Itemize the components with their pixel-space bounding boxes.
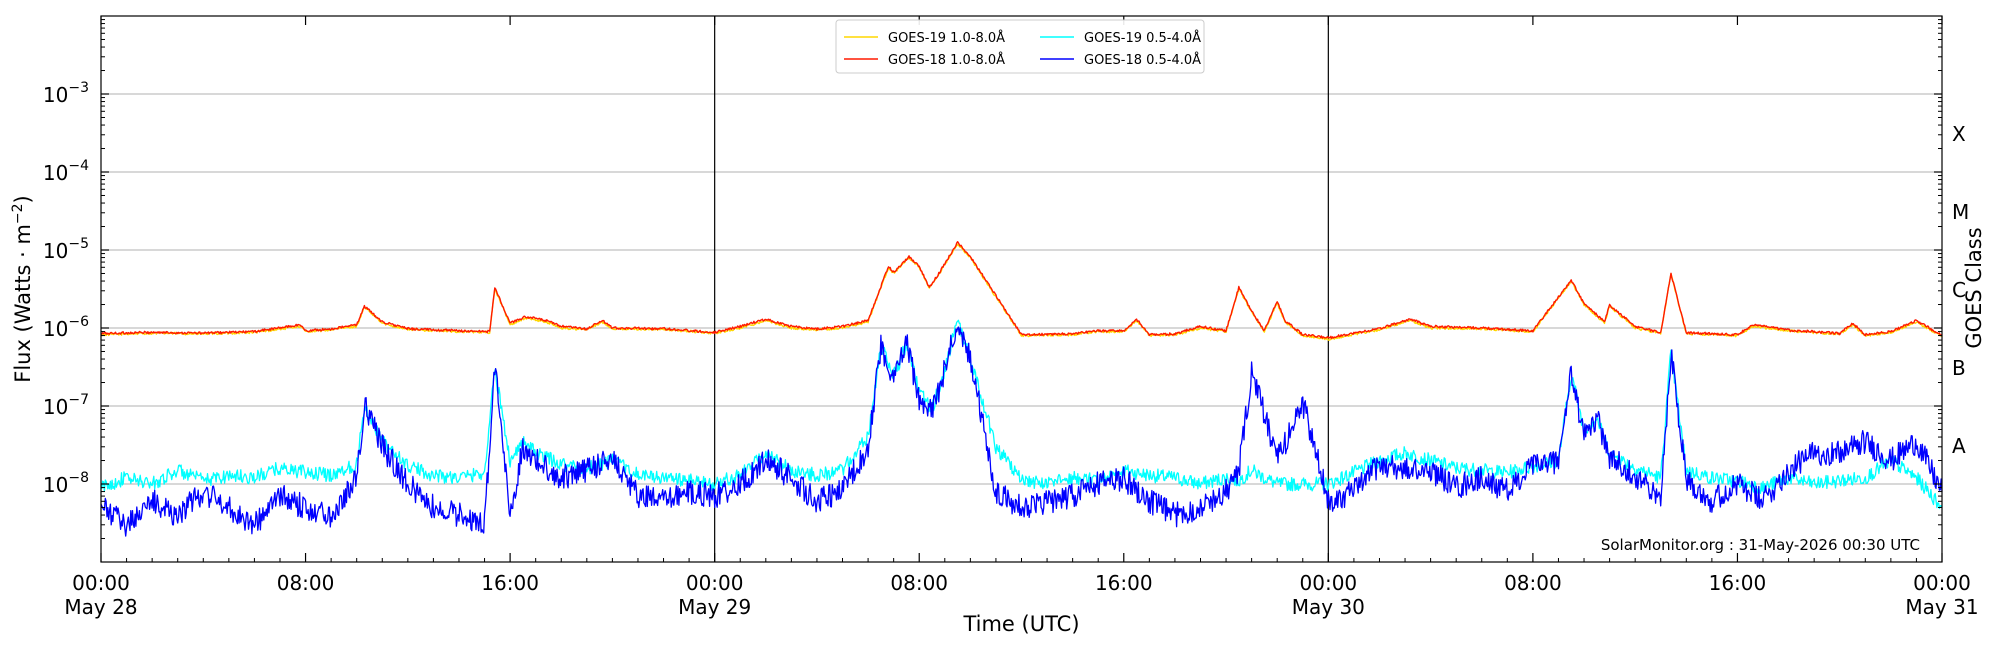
x-tick-time-2: 16:00 xyxy=(481,571,539,595)
series-line-1 xyxy=(100,241,1943,339)
credit-text: SolarMonitor.org : 31-May-2026 00:30 UTC xyxy=(1601,536,1920,554)
x-tick-time-1: 08:00 xyxy=(277,571,335,595)
x-tick-time-3: 00:00 xyxy=(686,571,744,595)
legend-label-3: GOES-18 0.5-4.0Å xyxy=(1084,52,1201,68)
x-tick-time-4: 08:00 xyxy=(890,571,948,595)
right-axis-title: GOES Class xyxy=(1962,227,1986,348)
x-tick-time-6: 00:00 xyxy=(1300,571,1358,595)
legend-label-0: GOES-19 1.0-8.0Å xyxy=(888,30,1005,46)
y-tick-label-2: 10−5 xyxy=(43,236,89,263)
y-tick-base-1: 10 xyxy=(43,161,68,185)
x-axis-title: Time (UTC) xyxy=(962,612,1079,636)
y-tick-base-4: 10 xyxy=(43,395,68,419)
series-line-2 xyxy=(100,319,1943,510)
legend-label-1: GOES-18 1.0-8.0Å xyxy=(888,52,1005,68)
legend-label-2: GOES-19 0.5-4.0Å xyxy=(1084,30,1201,46)
axis-ticks xyxy=(100,16,1943,562)
x-tick-time-0: 00:00 xyxy=(72,571,130,595)
day-boundary-lines xyxy=(714,16,1329,562)
goes-class-B: B xyxy=(1952,356,1966,380)
y-axis-title-close: ) xyxy=(11,195,35,203)
y-tick-exponent-0: −3 xyxy=(68,80,89,96)
legend: GOES-19 1.0-8.0Å GOES-19 0.5-4.0Å GOES-18 … xyxy=(835,19,1205,74)
y-tick-label-0: 10−3 xyxy=(43,80,89,107)
x-tick-date-0: May 28 xyxy=(64,595,137,619)
y-tick-label-1: 10−4 xyxy=(43,158,89,185)
goes-class-C: C xyxy=(1952,278,1966,302)
x-tick-date-9: May 31 xyxy=(1905,595,1978,619)
y-tick-label-3: 10−6 xyxy=(43,314,89,341)
y-tick-exponent-2: −5 xyxy=(68,236,89,252)
x-tick-time-7: 08:00 xyxy=(1504,571,1562,595)
x-tick-date-6: May 30 xyxy=(1292,595,1365,619)
goes-class-M: M xyxy=(1952,200,1969,224)
y-tick-exponent-5: −8 xyxy=(68,470,89,486)
y-axis-title: Flux (Watts · m−2) xyxy=(10,195,35,383)
y-tick-labels: 10−310−410−510−610−710−8 xyxy=(43,80,89,497)
y-axis-title-main: Flux (Watts · m xyxy=(11,224,35,383)
series-lines xyxy=(100,241,1943,537)
goes-class-labels: A B C M X xyxy=(1952,122,1969,458)
y-tick-base-2: 10 xyxy=(43,239,68,263)
legend-box xyxy=(835,19,1205,74)
y-tick-label-4: 10−7 xyxy=(43,392,89,419)
goes-class-X: X xyxy=(1952,122,1966,146)
y-tick-exponent-4: −7 xyxy=(68,392,89,408)
series-line-0 xyxy=(100,243,1943,341)
goes-class-A: A xyxy=(1952,434,1966,458)
x-tick-time-8: 16:00 xyxy=(1709,571,1767,595)
y-tick-base-3: 10 xyxy=(43,317,68,341)
y-tick-exponent-1: −4 xyxy=(68,158,89,174)
x-tick-time-5: 16:00 xyxy=(1095,571,1153,595)
x-tick-date-3: May 29 xyxy=(678,595,751,619)
x-tick-time-9: 00:00 xyxy=(1913,571,1971,595)
y-tick-exponent-3: −6 xyxy=(68,314,89,330)
y-axis-title-superscript: −2 xyxy=(10,203,26,224)
y-tick-label-5: 10−8 xyxy=(43,470,89,497)
series-line-3 xyxy=(100,326,1943,537)
y-tick-base-5: 10 xyxy=(43,473,68,497)
y-tick-base-0: 10 xyxy=(43,83,68,107)
